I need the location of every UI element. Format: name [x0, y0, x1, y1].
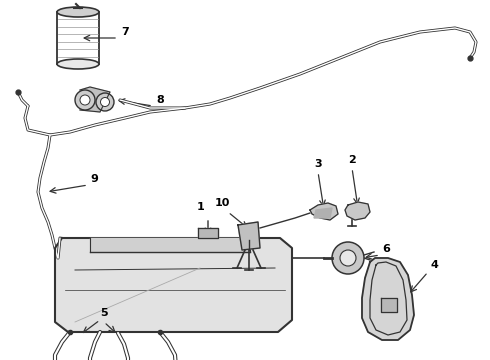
- Text: 5: 5: [100, 308, 108, 318]
- Polygon shape: [198, 228, 218, 238]
- Polygon shape: [310, 203, 338, 220]
- Text: 6: 6: [382, 244, 390, 254]
- Text: 4: 4: [430, 260, 438, 270]
- Circle shape: [96, 93, 114, 111]
- Polygon shape: [80, 87, 110, 112]
- Text: 10: 10: [215, 198, 230, 208]
- Text: 8: 8: [156, 95, 164, 105]
- Polygon shape: [238, 222, 260, 250]
- Circle shape: [332, 242, 364, 274]
- Circle shape: [80, 95, 90, 105]
- Text: 1: 1: [197, 202, 205, 212]
- Text: 9: 9: [90, 174, 98, 184]
- Ellipse shape: [57, 59, 99, 69]
- Polygon shape: [381, 298, 397, 312]
- Polygon shape: [362, 258, 414, 340]
- Polygon shape: [55, 238, 292, 332]
- Text: 3: 3: [314, 159, 321, 169]
- Text: 7: 7: [121, 27, 129, 37]
- Polygon shape: [345, 202, 370, 220]
- Polygon shape: [314, 208, 332, 218]
- Circle shape: [75, 90, 95, 110]
- Text: 2: 2: [348, 155, 356, 165]
- Ellipse shape: [57, 7, 99, 17]
- Circle shape: [100, 98, 109, 107]
- Circle shape: [340, 250, 356, 266]
- Polygon shape: [90, 238, 250, 252]
